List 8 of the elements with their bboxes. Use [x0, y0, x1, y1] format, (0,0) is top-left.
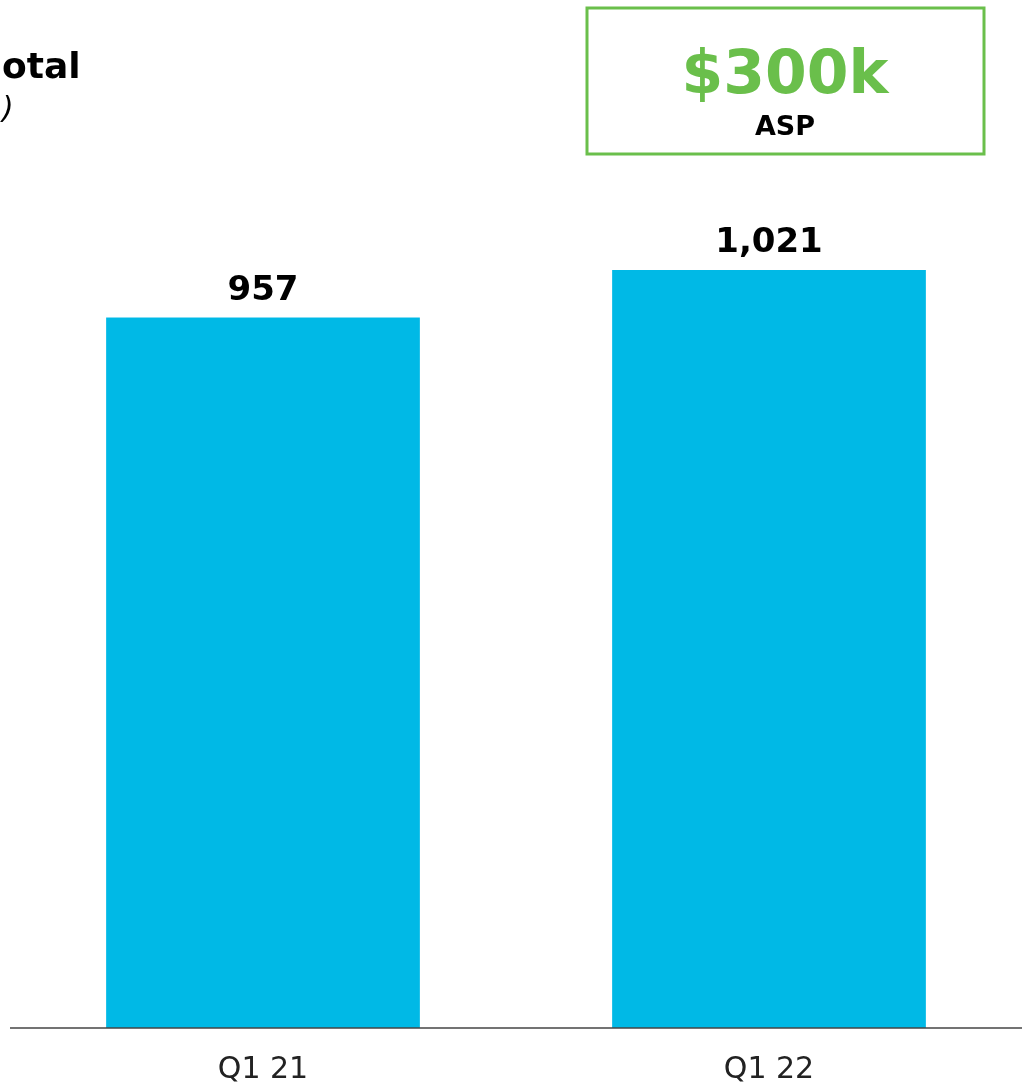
text: $300k — [681, 37, 891, 107]
x-tick-label: Q1 22 — [723, 1050, 815, 1085]
data-label: 1,021 — [715, 220, 823, 260]
x-tick-label: Q1 21 — [217, 1050, 309, 1085]
chart-title: otal — [2, 45, 81, 86]
chart-subtitle: ) — [0, 90, 14, 125]
text: ASP — [754, 110, 816, 141]
data-label: 957 — [227, 267, 299, 308]
